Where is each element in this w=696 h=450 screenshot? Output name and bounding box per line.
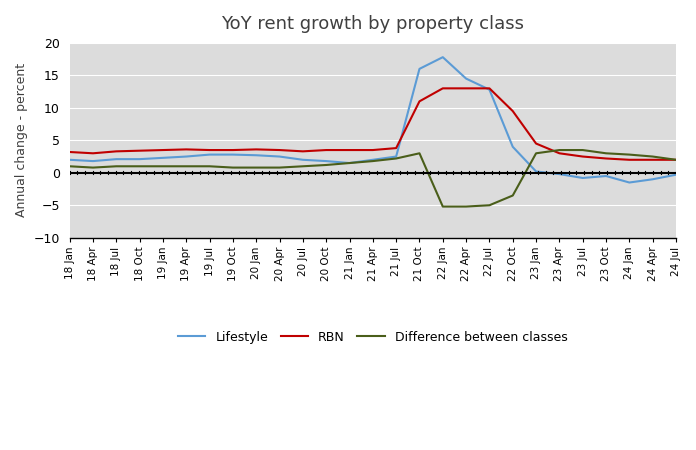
Y-axis label: Annual change - percent: Annual change - percent	[15, 63, 28, 217]
Title: YoY rent growth by property class: YoY rent growth by property class	[221, 15, 524, 33]
Legend: Lifestyle, RBN, Difference between classes: Lifestyle, RBN, Difference between class…	[173, 326, 573, 349]
